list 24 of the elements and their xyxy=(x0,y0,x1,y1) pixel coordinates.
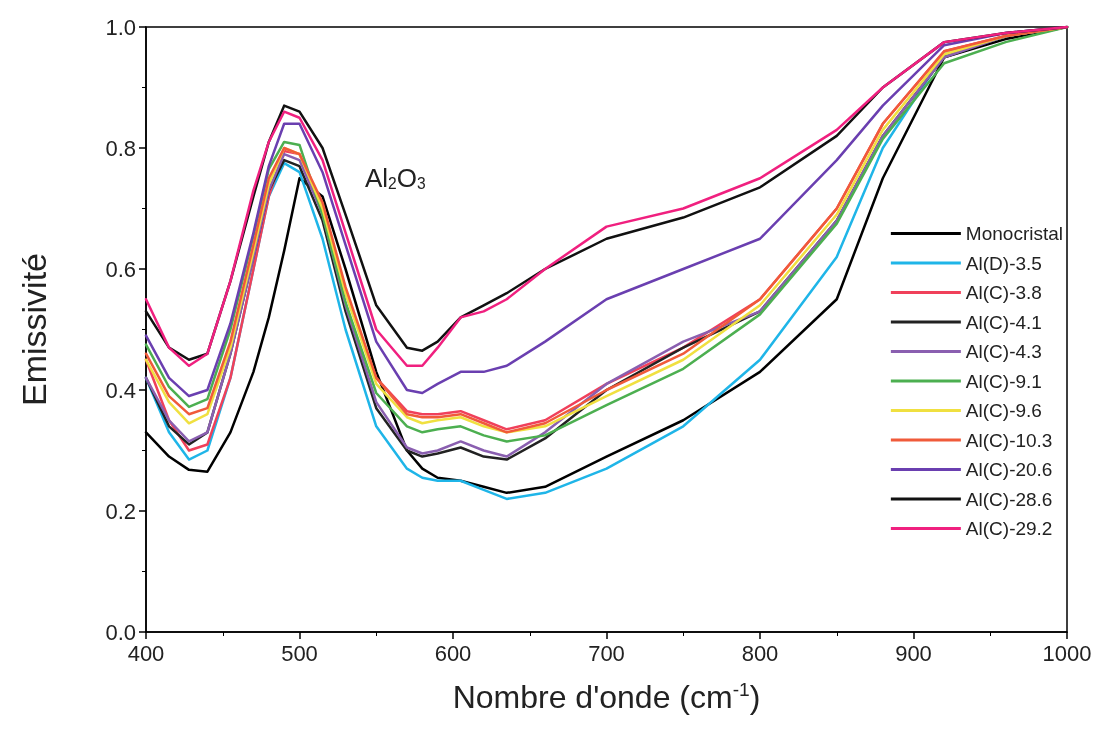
y-tick-label: 0.2 xyxy=(105,498,136,524)
legend-label: Al(C)-29.2 xyxy=(965,518,1053,539)
y-tick-label: 1.0 xyxy=(105,14,136,40)
x-tick-label: 900 xyxy=(895,640,932,666)
y-axis-title: Emissivité xyxy=(15,252,53,407)
x-tick-label: 500 xyxy=(281,640,318,666)
legend-label: Al(C)-9.6 xyxy=(965,400,1042,421)
y-tick-label: 0.4 xyxy=(105,377,136,403)
legend-label: Al(C)-4.3 xyxy=(965,341,1042,362)
legend-label: Al(C)-9.1 xyxy=(965,370,1042,392)
x-tick-label: 1000 xyxy=(1042,640,1092,666)
legend-label: Al(C)-20.6 xyxy=(965,459,1053,480)
legend-label: Al(C)-4.1 xyxy=(965,311,1042,333)
x-tick-label: 700 xyxy=(588,640,625,666)
x-tick-label: 800 xyxy=(741,640,779,666)
y-tick-label: 0.8 xyxy=(105,135,136,161)
legend-label: Monocristal xyxy=(965,223,1064,244)
y-tick-label: 0.6 xyxy=(105,256,136,282)
legend-label: Al(C)-28.6 xyxy=(965,488,1053,510)
legend-label: Al(C)-10.3 xyxy=(965,429,1053,451)
legend-label: Al(C)-3.8 xyxy=(965,282,1042,303)
legend-label: Al(D)-3.5 xyxy=(965,252,1042,274)
annotation: Al2O3 xyxy=(365,163,426,193)
x-tick-label: 600 xyxy=(434,640,472,666)
